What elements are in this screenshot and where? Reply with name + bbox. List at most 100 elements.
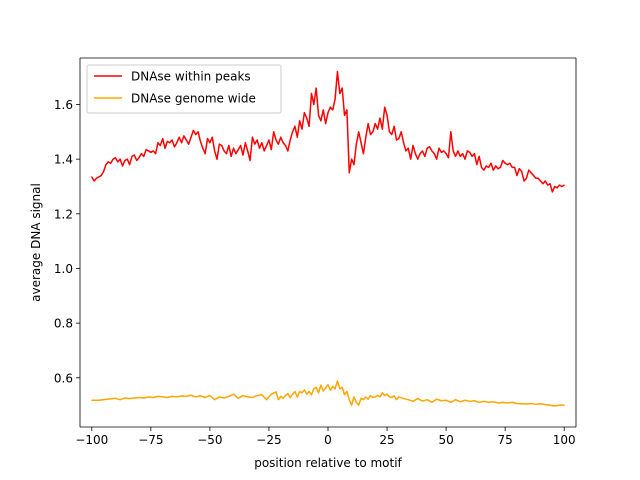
data-point <box>112 158 114 160</box>
data-point <box>365 396 367 398</box>
data-point <box>232 147 235 149</box>
data-point <box>166 140 168 142</box>
data-point <box>445 399 447 401</box>
data-point <box>306 117 308 119</box>
data-point <box>417 397 419 400</box>
data-point <box>454 399 457 401</box>
data-point <box>488 166 490 168</box>
y-tick-label: 0.6 <box>54 371 73 385</box>
data-point <box>407 147 409 149</box>
y-axis-ticks: 0.6 0.8 1.0 1.2 1.4 1.6 <box>54 98 80 385</box>
data-point <box>315 87 317 89</box>
data-point <box>289 139 291 141</box>
data-point <box>391 133 393 136</box>
data-point <box>284 394 287 397</box>
data-point <box>93 180 95 182</box>
data-point <box>280 136 282 138</box>
data-point <box>188 143 190 145</box>
data-point <box>275 139 277 141</box>
data-point <box>351 158 353 160</box>
data-point <box>480 166 483 168</box>
data-point <box>384 394 386 397</box>
x-tick-label: −25 <box>256 433 281 447</box>
data-point <box>329 106 331 108</box>
data-point <box>341 87 343 89</box>
data-point <box>483 400 485 402</box>
data-point <box>320 120 322 122</box>
data-point <box>277 399 279 401</box>
data-point <box>152 396 154 399</box>
legend-box <box>86 64 282 114</box>
data-point <box>369 394 372 397</box>
data-point <box>147 150 150 152</box>
data-point <box>154 153 157 155</box>
data-point <box>544 180 546 182</box>
data-point <box>554 405 556 407</box>
data-point <box>419 153 421 155</box>
data-point <box>556 187 558 189</box>
data-point <box>110 162 112 164</box>
data-point <box>107 161 109 163</box>
data-point <box>454 155 457 157</box>
data-point <box>282 397 284 399</box>
data-point <box>124 159 126 162</box>
data-point <box>348 399 350 401</box>
data-point <box>452 150 454 152</box>
data-point <box>360 397 362 399</box>
data-point <box>511 401 513 403</box>
data-point <box>131 155 133 157</box>
data-point <box>119 399 121 401</box>
data-point <box>504 162 506 164</box>
data-point <box>336 380 339 382</box>
data-point <box>98 399 100 401</box>
x-axis-label: position relative to motif <box>254 456 402 470</box>
data-point <box>334 388 336 390</box>
data-point <box>254 143 256 145</box>
data-point <box>407 399 409 401</box>
data-point <box>235 153 237 155</box>
data-point <box>551 191 553 193</box>
data-point <box>516 402 518 405</box>
data-point <box>129 397 131 400</box>
data-point <box>192 129 194 132</box>
data-point <box>251 396 254 399</box>
y-axis-label: average DNA signal <box>29 183 43 302</box>
data-point <box>329 389 331 391</box>
data-point <box>249 159 251 162</box>
data-point <box>372 131 374 133</box>
data-point <box>143 397 145 399</box>
data-point <box>353 396 355 398</box>
data-point <box>185 139 187 141</box>
data-point <box>341 386 343 388</box>
data-point <box>225 153 228 155</box>
data-point <box>436 158 438 160</box>
x-tick-label: −75 <box>138 433 163 447</box>
data-point <box>95 177 98 179</box>
data-point <box>169 142 171 144</box>
data-point <box>162 396 164 398</box>
data-point <box>133 397 135 399</box>
data-point <box>261 142 263 144</box>
data-point <box>398 396 400 398</box>
data-point <box>464 158 466 160</box>
data-point <box>523 180 525 182</box>
data-point <box>424 155 426 157</box>
data-point <box>287 150 289 152</box>
data-point <box>147 396 150 398</box>
data-point <box>91 176 93 178</box>
data-point <box>247 150 249 152</box>
data-point <box>216 158 218 160</box>
data-point <box>325 123 327 125</box>
data-point <box>402 142 405 144</box>
data-point <box>362 399 365 401</box>
data-point <box>294 125 296 127</box>
data-point <box>561 185 563 188</box>
data-point <box>395 139 398 141</box>
data-point <box>124 397 126 399</box>
data-point <box>384 106 386 108</box>
data-point <box>100 174 102 177</box>
x-tick-label: −100 <box>75 433 108 447</box>
data-point <box>185 395 187 397</box>
data-point <box>162 138 164 140</box>
